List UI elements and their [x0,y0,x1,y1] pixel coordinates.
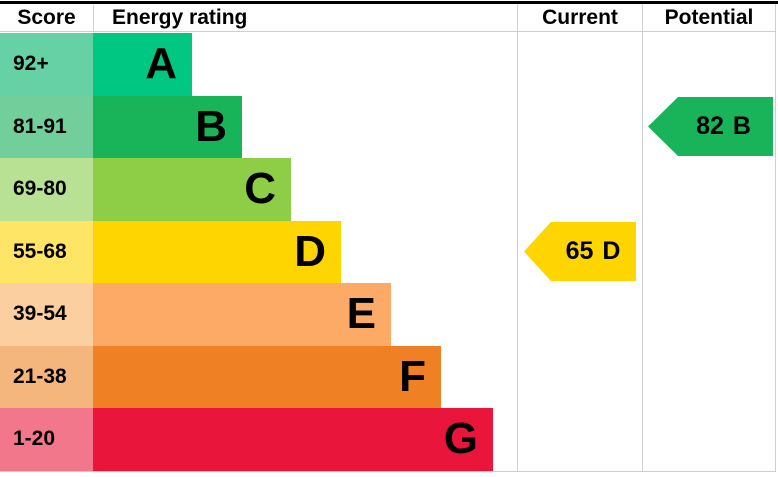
score-range-g: 1-20 [0,408,93,471]
bottom-border [0,471,776,472]
potential-rating-value: 82 [696,112,724,140]
band-row-e: 39-54 E [0,283,517,346]
band-bar-d: D [93,220,341,283]
score-range-e: 39-54 [0,283,93,346]
band-bar-b: B [93,95,242,158]
score-range-c: 69-80 [0,158,93,221]
band-bar-a: A [93,33,192,96]
band-row-c: 69-80 C [0,158,517,221]
band-row-d: 55-68 D [0,220,517,283]
band-row-g: 1-20 G [0,408,517,471]
band-letter-g: G [443,414,478,464]
score-range-d: 55-68 [0,220,93,283]
potential-column-divider [642,4,643,472]
band-letter-b: B [195,101,227,151]
header-score: Score [17,6,76,29]
score-range-f: 21-38 [0,345,93,408]
header-current: Current [542,6,618,29]
band-row-a: 92+ A [0,33,517,96]
band-letter-f: F [399,351,426,401]
current-column-divider [517,4,518,472]
current-rating-band: D [602,237,621,265]
band-row-f: 21-38 F [0,345,517,408]
band-letter-e: E [346,289,376,339]
score-column-divider [93,5,94,32]
band-row-b: 81-91 B [0,95,517,158]
score-range-b: 81-91 [0,95,93,158]
band-bar-e: E [93,283,391,346]
band-bar-g: G [93,408,493,471]
header-energy-rating: Energy rating [112,6,248,29]
band-bar-f: F [93,345,441,408]
current-rating-arrow: 65 D [524,222,636,281]
right-border [775,4,776,472]
potential-rating-arrow: 82 B [648,97,773,156]
potential-rating-band: B [732,112,751,140]
band-letter-d: D [294,226,326,276]
header-divider [0,31,776,32]
header-potential: Potential [664,6,754,29]
score-range-a: 92+ [0,33,93,96]
band-letter-a: A [145,39,177,89]
current-rating-value: 65 [565,237,594,265]
band-letter-c: C [244,164,276,214]
band-bar-c: C [93,158,291,221]
top-border [0,1,778,4]
